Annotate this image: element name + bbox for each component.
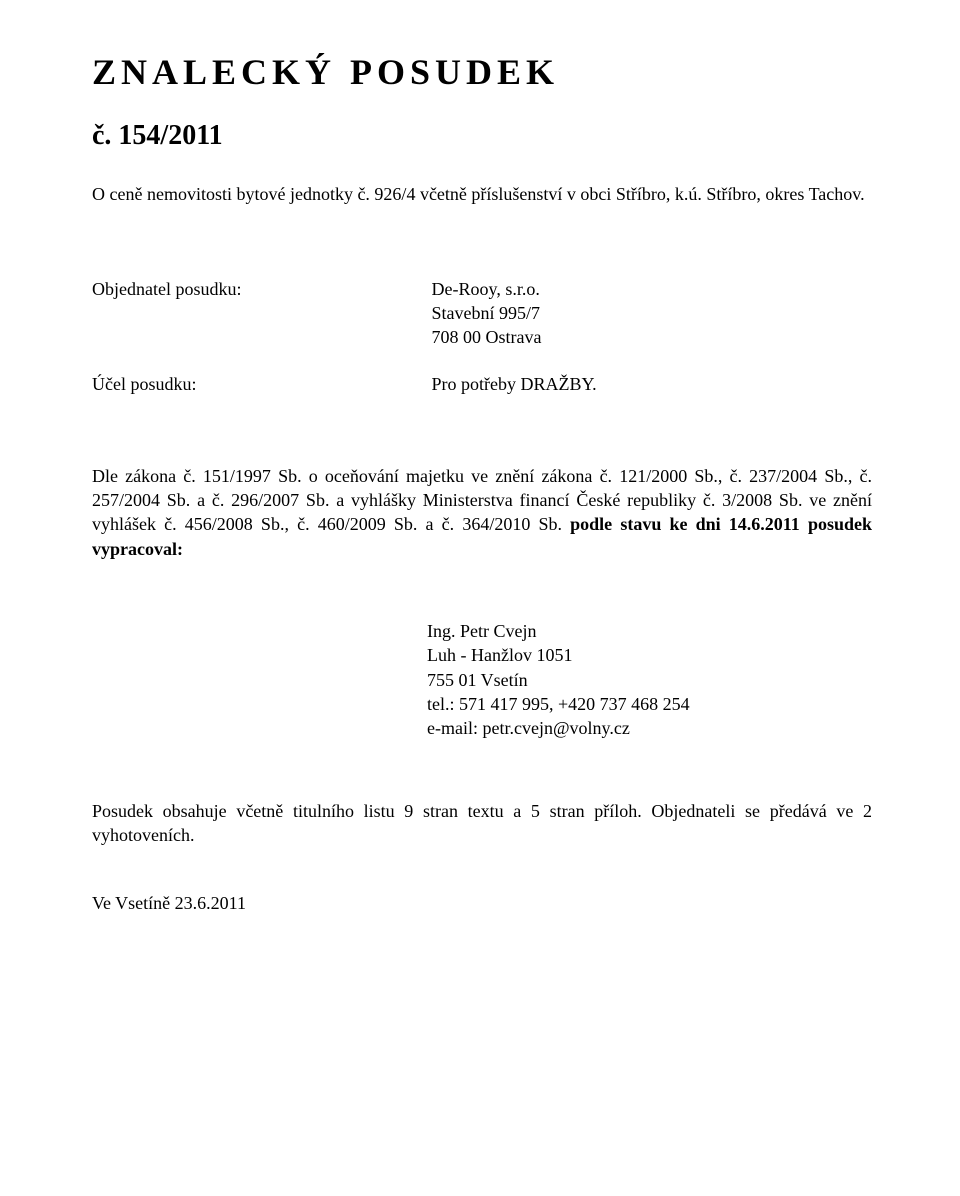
document-number: č. 154/2011 [92,117,872,155]
closing-paragraph: Posudek obsahuje včetně titulního listu … [92,799,872,848]
spacer [92,412,872,464]
client-value: De-Rooy, s.r.o. Stavební 995/7 708 00 Os… [432,277,542,350]
author-addr2: 755 01 Vsetín [427,668,872,692]
purpose-value: Pro potřeby DRAŽBY. [432,372,597,396]
date-place: Ve Vsetíně 23.6.2011 [92,891,872,915]
document-title: ZNALECKÝ POSUDEK [92,48,872,97]
author-addr1: Luh - Hanžlov 1051 [427,643,872,667]
client-line1: De-Rooy, s.r.o. [432,279,540,299]
law-paragraph: Dle zákona č. 151/1997 Sb. o oceňování m… [92,464,872,561]
author-name: Ing. Petr Cvejn [427,619,872,643]
author-email: e-mail: petr.cvejn@volny.cz [427,716,872,740]
client-label: Objednatel posudku: [92,277,427,301]
purpose-row: Účel posudku: Pro potřeby DRAŽBY. [92,372,872,396]
purpose-label: Účel posudku: [92,372,427,396]
intro-paragraph: O ceně nemovitosti bytové jednotky č. 92… [92,182,872,206]
document-page: ZNALECKÝ POSUDEK č. 154/2011 O ceně nemo… [0,0,960,1196]
author-tel: tel.: 571 417 995, +420 737 468 254 [427,692,872,716]
client-row: Objednatel posudku: De-Rooy, s.r.o. Stav… [92,277,872,350]
author-block: Ing. Petr Cvejn Luh - Hanžlov 1051 755 0… [427,619,872,740]
client-line3: 708 00 Ostrava [432,327,542,347]
client-line2: Stavební 995/7 [432,303,541,323]
